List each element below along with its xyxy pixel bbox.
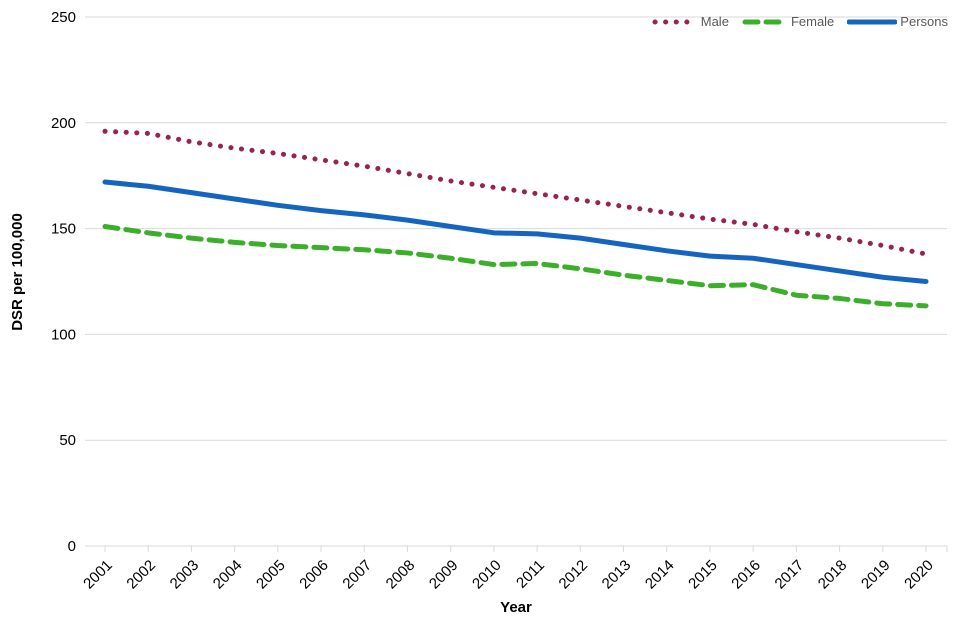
y-tick-label: 150 xyxy=(51,221,76,238)
x-tick-label: 2007 xyxy=(339,557,375,593)
x-tick-label: 2005 xyxy=(253,557,289,593)
male-dotted-swatch xyxy=(652,19,698,24)
x-tick-label: 2003 xyxy=(167,557,203,593)
legend-label-male: Male xyxy=(700,14,729,29)
x-tick-label: 2002 xyxy=(123,557,159,593)
x-tick-label: 2008 xyxy=(383,557,419,593)
x-axis-title: Year xyxy=(500,599,532,616)
legend-item-male: Male xyxy=(652,14,729,29)
x-tick-label: 2012 xyxy=(556,557,592,593)
legend-item-female: Female xyxy=(742,14,834,29)
series-line-persons xyxy=(102,179,929,284)
x-tick-label: 2017 xyxy=(772,557,808,593)
legend: Male Female Persons xyxy=(652,14,948,29)
x-tick-label: 2011 xyxy=(513,557,548,592)
x-tick-label: 2019 xyxy=(858,557,894,593)
female-dashed-swatch xyxy=(742,19,788,24)
y-tick-label: 200 xyxy=(51,115,76,132)
series-line-male xyxy=(102,128,929,257)
y-tick-label: 50 xyxy=(59,432,76,449)
x-tick-label: 2015 xyxy=(685,557,721,593)
x-tick-label: 2010 xyxy=(469,557,505,593)
legend-item-persons: Persons xyxy=(847,14,948,29)
x-tick-label: 2018 xyxy=(815,557,851,593)
x-tick-label: 2009 xyxy=(426,557,462,593)
y-tick-label: 250 xyxy=(51,9,76,26)
y-axis-title: DSR per 100,000 xyxy=(9,213,26,331)
x-tick-label: 2014 xyxy=(642,557,678,593)
x-tick-label: 2004 xyxy=(210,557,246,593)
persons-solid-swatch xyxy=(847,19,898,24)
y-tick-label: 0 xyxy=(68,538,76,555)
x-tick-label: 2006 xyxy=(296,557,332,593)
x-tick-label: 2016 xyxy=(728,557,764,593)
y-tick-label: 100 xyxy=(51,326,76,343)
legend-label-persons: Persons xyxy=(900,14,948,29)
x-tick-label: 2001 xyxy=(80,557,116,593)
x-tick-label: 2013 xyxy=(599,557,635,593)
series-line-female xyxy=(102,223,929,309)
legend-label-female: Female xyxy=(790,14,835,29)
x-tick-label: 2020 xyxy=(901,557,937,593)
